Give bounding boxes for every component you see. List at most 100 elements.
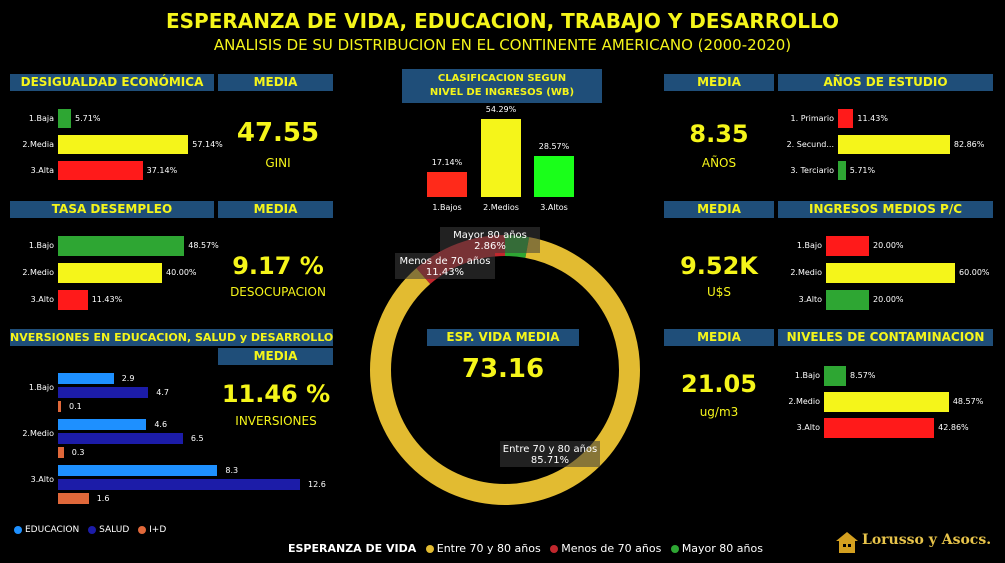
legend-label: SALUD: [99, 525, 130, 535]
data-label: 6.5: [190, 434, 204, 443]
bar: [826, 236, 869, 256]
page-title: ESPERANZA DE VIDA, EDUCACION, TRABAJO Y …: [165, 9, 839, 33]
inversiones-unit: INVERSIONES: [235, 414, 317, 428]
esp-vida-legend: ESPERANZA DE VIDA Entre 70 y 80 años Men…: [288, 542, 763, 555]
bar: [824, 366, 847, 386]
legend-dot: [550, 545, 559, 553]
donut-data-label: 85.71%: [531, 455, 569, 466]
data-label: 0.1: [69, 402, 82, 411]
bar: [838, 161, 846, 180]
category-label: 2.Medio: [22, 268, 54, 277]
bar: [427, 172, 467, 197]
data-label: 4.6: [154, 420, 168, 429]
category-label: 2.Medio: [788, 397, 820, 406]
desigualdad-media-header: MEDIA: [218, 74, 333, 91]
bar: [826, 263, 955, 283]
legend-dot: [670, 545, 679, 553]
legend-label: Entre 70 y 80 años: [436, 542, 541, 555]
legend-label: EDUCACION: [25, 525, 80, 535]
bar: [58, 465, 218, 476]
data-label: 37.14%: [146, 165, 178, 175]
donut-category-label: Entre 70 y 80 años: [503, 444, 598, 455]
category-label: 3.Alto: [30, 475, 54, 484]
bar: [58, 236, 185, 256]
category-label: 3.Altos: [540, 203, 568, 212]
data-label: 82.86%: [953, 139, 985, 149]
legend-label: Menos de 70 años: [561, 542, 662, 555]
bar: [534, 155, 574, 197]
data-label: 17.14%: [431, 158, 463, 168]
logo-text: Lorusso y Asocs.: [862, 532, 992, 548]
desigualdad-value: 47.55: [236, 118, 320, 148]
data-label: 12.6: [308, 480, 326, 489]
bar: [58, 290, 88, 310]
bar: [58, 401, 61, 412]
bar: [481, 119, 521, 197]
ingresos-media-header: MEDIA: [664, 201, 774, 218]
ingresos-header: INGRESOS MEDIOS P/C: [778, 201, 993, 218]
data-label: 20.00%: [873, 295, 904, 304]
data-label: 48.57%: [188, 241, 219, 250]
estudio-unit: AÑOS: [701, 156, 737, 170]
bar: [58, 263, 162, 283]
bar: [58, 373, 114, 384]
category-label: 2.Medios: [483, 203, 519, 212]
desigualdad-header: DESIGUALDAD ECONÓMICA: [10, 74, 214, 91]
bar: [58, 433, 183, 444]
donut-data-label: 11.43%: [426, 267, 464, 278]
bar: [58, 109, 72, 128]
category-label: 2.Medio: [790, 268, 822, 277]
clasificacion-header-line1: CLASIFICACION SEGUN: [437, 73, 567, 84]
donut-slice: [370, 235, 640, 505]
data-label: 11.43%: [857, 113, 888, 123]
donut-label-bg: [440, 227, 540, 253]
category-label: 2.Media: [22, 139, 54, 149]
legend-dot: [138, 525, 147, 534]
category-label: 2. Secund...: [786, 139, 834, 149]
data-label: 4.7: [156, 388, 169, 397]
estudio-header: AÑOS DE ESTUDIO: [778, 74, 993, 91]
data-label: 8.57%: [850, 371, 876, 380]
category-label: 1.Baja: [28, 113, 54, 123]
category-label: 1.Bajo: [794, 371, 820, 380]
category-label: 1.Bajo: [28, 241, 54, 250]
estudio-value: 8.35: [689, 120, 749, 148]
data-label: 48.57%: [952, 397, 984, 406]
category-label: 1.Bajos: [432, 203, 462, 212]
bar: [838, 109, 854, 128]
building-icon: [836, 532, 858, 553]
desempleo-header: TASA DESEMPLEO: [10, 201, 214, 218]
bar: [58, 479, 300, 490]
donut-label-bg: [395, 253, 495, 279]
category-label: 3.Alto: [798, 295, 822, 304]
desempleo-value: 9.17 %: [232, 252, 324, 280]
donut-category-label: Mayor 80 años: [453, 230, 527, 241]
category-label: 3. Terciario: [790, 165, 834, 175]
inversiones-header: NVERSIONES EN EDUCACION, SALUD y DESARRO…: [10, 329, 333, 346]
legend-dot: [425, 545, 434, 553]
data-label: 1.6: [96, 494, 110, 503]
category-label: 1.Bajo: [28, 383, 54, 392]
donut-data-label: 2.86%: [474, 241, 506, 252]
bar: [838, 135, 950, 154]
logo: Lorusso y Asocs.: [834, 530, 1000, 556]
category-label: 1.Bajo: [796, 241, 822, 250]
donut-category-label: Menos de 70 años: [399, 256, 490, 267]
ingresos-unit: U$S: [706, 285, 732, 299]
legend-label: Mayor 80 años: [681, 542, 763, 555]
data-label: 5.71%: [75, 113, 101, 123]
legend-dot: [88, 525, 97, 534]
bar: [58, 447, 64, 458]
category-label: 3.Alto: [796, 423, 820, 432]
legend-title: ESPERANZA DE VIDA: [288, 542, 417, 555]
contaminacion-media-header: MEDIA: [664, 329, 774, 346]
data-label: 20.00%: [873, 241, 904, 250]
legend-dot: [14, 525, 22, 534]
legend-label: I+D: [149, 525, 167, 535]
esp-vida-value: 73.16: [461, 354, 545, 384]
data-label: 5.71%: [849, 165, 876, 175]
bar: [58, 135, 189, 154]
bar: [824, 392, 949, 412]
ingresos-value: 9.52K: [680, 252, 758, 280]
